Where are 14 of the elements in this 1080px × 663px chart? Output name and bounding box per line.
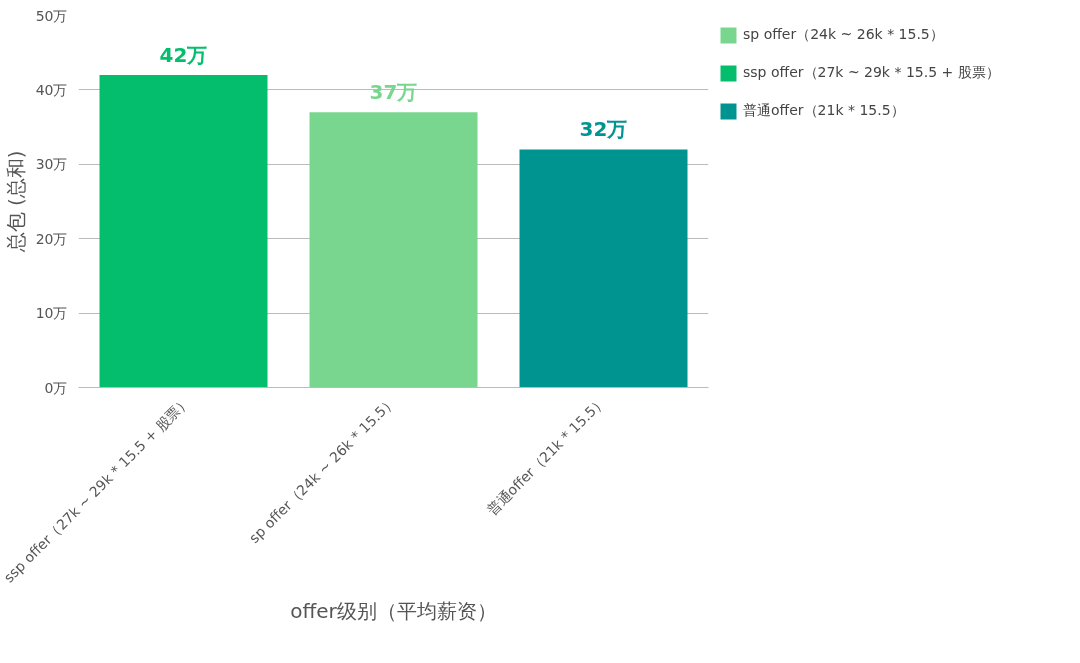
data-label: 42万 <box>159 43 208 68</box>
y-tick-label: 10万 <box>35 305 68 322</box>
y-axis-title: 总包 (总和) <box>3 150 28 254</box>
y-tick-label: 0万 <box>44 379 68 396</box>
legend-label: ssp offer（27k ~ 29k * 15.5 + 股票） <box>743 64 1000 82</box>
y-tick-label: 40万 <box>35 81 68 98</box>
data-label: 32万 <box>579 117 628 142</box>
y-tick-label: 50万 <box>35 7 68 24</box>
y-tick-label: 20万 <box>35 230 68 247</box>
legend-label: sp offer（24k ~ 26k * 15.5） <box>743 26 944 44</box>
legend-label: 普通offer（21k * 15.5） <box>743 102 905 120</box>
data-label: 37万 <box>369 80 418 105</box>
y-tick-label: 30万 <box>35 156 68 173</box>
x-axis-title: offer级别（平均薪资） <box>290 599 497 624</box>
